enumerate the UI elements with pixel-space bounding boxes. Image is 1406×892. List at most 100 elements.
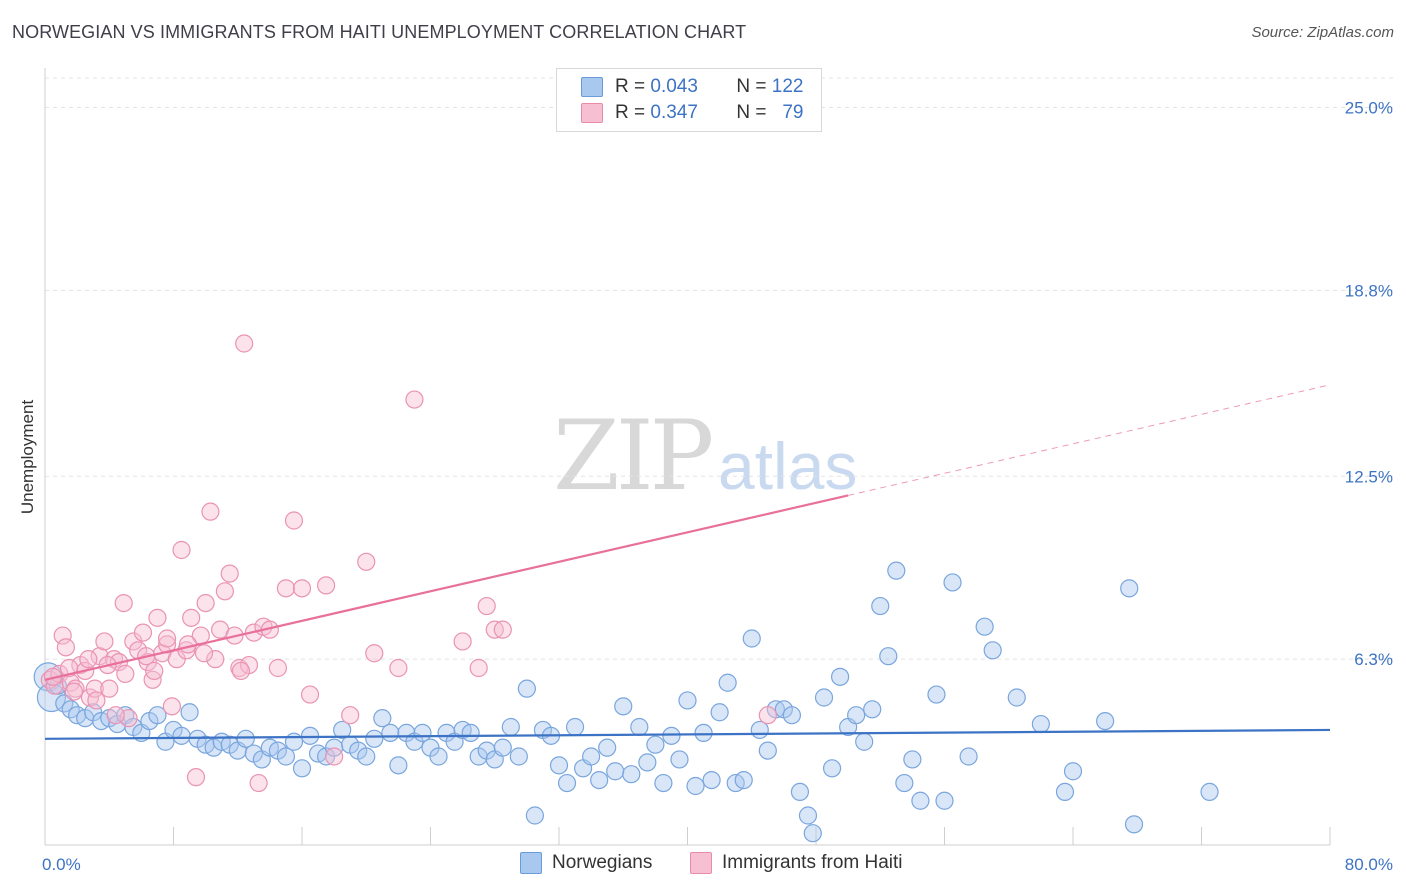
haiti-trend-line-extension <box>848 384 1331 496</box>
norwegian-point <box>172 726 191 745</box>
norwegian-point <box>525 806 545 825</box>
series-legend-item-norwegians[interactable]: Norwegians <box>520 852 652 874</box>
norwegian-point <box>822 759 842 778</box>
y-tick-label: 18.8% <box>1345 281 1393 300</box>
norwegian-point <box>284 732 304 751</box>
y-tick-label: 12.5% <box>1345 467 1393 486</box>
y-tick-label: 25.0% <box>1345 99 1393 118</box>
chart-title: NORWEGIAN VS IMMIGRANTS FROM HAITI UNEMP… <box>12 22 747 42</box>
norwegian-point <box>879 647 898 666</box>
norwegian-point <box>847 706 866 725</box>
norwegian-point <box>389 756 408 775</box>
haiti-point <box>100 679 119 698</box>
legend-swatch-haiti <box>690 852 712 874</box>
haiti-point <box>284 511 304 530</box>
haiti-point <box>64 682 84 701</box>
norwegian-point <box>646 735 665 754</box>
norwegian-point <box>1124 815 1144 834</box>
legend-swatch-norwegians <box>581 77 603 97</box>
series-legend-label: Norwegians <box>552 852 653 873</box>
norwegian-point <box>927 685 946 704</box>
n-value: 122 <box>771 76 804 97</box>
norwegian-point <box>1096 711 1115 731</box>
haiti-point <box>758 706 777 725</box>
y-axis-label: Unemployment <box>18 400 37 515</box>
norwegian-point <box>590 770 609 790</box>
norwegian-point <box>782 706 802 725</box>
haiti-point <box>453 632 472 651</box>
haiti-point <box>148 608 167 627</box>
r-label: R = <box>615 76 646 97</box>
legend-swatch-haiti <box>581 103 603 123</box>
series-legend-label: Immigrants from Haiti <box>722 852 903 873</box>
haiti-point <box>116 664 135 684</box>
norwegian-point <box>509 747 528 766</box>
haiti-point <box>95 632 114 651</box>
norwegian-point <box>557 773 577 793</box>
norwegian-point <box>975 617 994 636</box>
watermark-atlas: atlas <box>718 429 858 503</box>
norwegian-point <box>863 700 882 719</box>
norwegian-point <box>887 561 906 580</box>
haiti-point <box>114 593 133 613</box>
haiti-point <box>493 620 512 639</box>
norwegian-point <box>911 791 930 810</box>
norwegian-point <box>517 679 536 698</box>
norwegian-trend-line <box>44 728 1331 740</box>
norwegian-point <box>1063 762 1083 781</box>
norwegian-point <box>935 791 954 810</box>
norwegian-point <box>493 738 512 757</box>
haiti-point <box>182 608 201 627</box>
norwegian-point <box>654 773 673 793</box>
haiti-point <box>106 706 125 725</box>
r-value: 0.347 <box>650 102 698 123</box>
haiti-point <box>365 644 384 663</box>
norwegian-point <box>855 732 874 751</box>
x-tick-label: 80.0% <box>1345 855 1393 874</box>
norwegian-point <box>983 641 1002 660</box>
norwegian-point <box>1031 714 1050 734</box>
haiti-point <box>194 644 214 663</box>
norwegian-point <box>943 573 962 592</box>
norwegian-point <box>638 753 657 772</box>
norwegian-point <box>549 756 569 775</box>
haiti-point <box>206 650 225 669</box>
haiti-point <box>325 747 344 766</box>
haiti-point <box>231 661 251 681</box>
haiti-point <box>196 593 215 613</box>
norwegian-point <box>565 717 585 737</box>
norwegian-point <box>1200 782 1219 802</box>
haiti-point <box>276 579 296 598</box>
haiti-point <box>172 540 191 560</box>
series-legend-item-haiti[interactable]: Immigrants from Haiti <box>690 852 903 874</box>
norwegian-point <box>333 720 352 740</box>
norwegian-point <box>501 717 520 737</box>
norwegian-point <box>36 682 67 713</box>
norwegian-point <box>718 673 737 692</box>
haiti-point <box>341 706 360 725</box>
norwegian-point <box>614 697 633 716</box>
haiti-point <box>145 661 164 681</box>
norwegian-point <box>790 782 810 802</box>
haiti-trend-line <box>44 494 849 681</box>
norwegian-point <box>1007 688 1026 707</box>
norwegian-point <box>710 703 729 722</box>
norwegian-point <box>622 765 641 784</box>
norwegian-point <box>814 688 834 707</box>
series-legend: Norwegians Immigrants from Haiti <box>0 850 1406 878</box>
haiti-point <box>215 582 234 601</box>
haiti-point <box>389 658 408 678</box>
norwegian-point <box>606 762 625 781</box>
haiti-point <box>316 576 336 595</box>
norwegian-point <box>871 596 890 616</box>
norwegian-point <box>734 770 753 790</box>
norwegian-point <box>702 770 721 790</box>
watermark-zip: ZIP <box>553 400 714 512</box>
haiti-point <box>249 773 268 793</box>
norwegian-point <box>236 729 255 748</box>
norwegian-point <box>373 709 392 728</box>
norwegian-point <box>276 747 296 766</box>
norwegian-point <box>803 824 822 843</box>
n-label: N = <box>736 102 767 123</box>
